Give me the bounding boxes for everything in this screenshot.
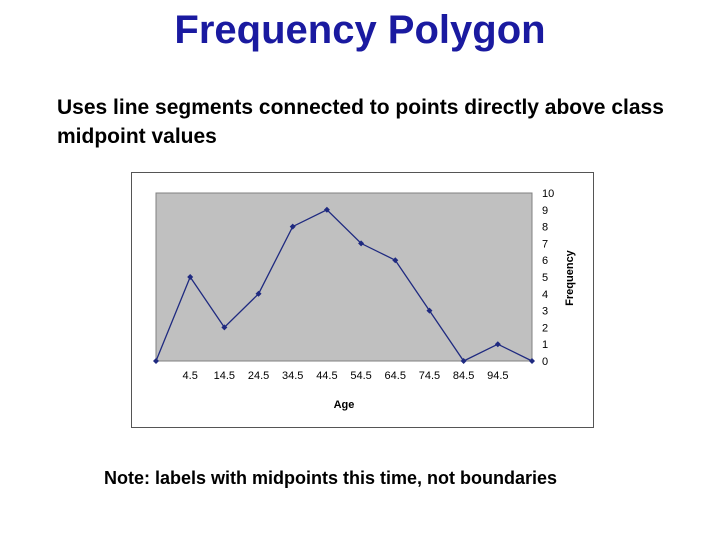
y-tick-label: 5 <box>542 272 548 284</box>
y-tick-label: 7 <box>542 238 548 250</box>
x-tick-label: 94.5 <box>487 370 508 382</box>
x-tick-label: 4.5 <box>183 370 198 382</box>
x-tick-label: 24.5 <box>248 370 269 382</box>
frequency-polygon-chart: 0 1 2 3 4 5 6 7 8 9 10 4.5 14.5 24.5 34.5 44.5 54.5 64.5… <box>153 188 576 411</box>
data-point <box>529 358 535 364</box>
y-tick-label: 10 <box>542 188 554 200</box>
series-line <box>155 209 533 362</box>
y-tick-label: 8 <box>542 222 548 234</box>
data-point <box>221 324 228 331</box>
y-tick-label: 0 <box>542 356 548 368</box>
data-point <box>289 223 296 230</box>
plot-area <box>155 192 533 362</box>
x-axis-label: Age <box>334 399 355 411</box>
y-axis-label: Frequency <box>564 249 576 306</box>
data-point <box>358 240 365 247</box>
x-tick-label: 84.5 <box>453 370 474 382</box>
x-tick-label: 74.5 <box>419 370 440 382</box>
x-tick-label: 64.5 <box>385 370 406 382</box>
y-tick-label: 1 <box>542 339 548 351</box>
y-tick-label: 3 <box>542 306 548 318</box>
note-text: Note: labels with midpoints this time, n… <box>104 468 558 488</box>
data-point <box>187 274 194 280</box>
y-tick-label: 9 <box>542 205 548 217</box>
x-tick-label: 14.5 <box>214 370 235 382</box>
data-point <box>460 358 467 364</box>
x-tick-label: 54.5 <box>350 370 371 382</box>
y-tick-label: 4 <box>542 289 548 301</box>
data-point <box>426 307 433 314</box>
chart-frame: 0 1 2 3 4 5 6 7 8 9 10 4.5 14.5 24.5 34.5 44.5 54.5 64.5… <box>131 172 594 428</box>
data-point <box>494 341 501 348</box>
slide-body-text: Uses line segments connected to points d… <box>57 96 664 148</box>
x-tick-label: 34.5 <box>282 370 303 382</box>
y-tick-label: 6 <box>542 255 548 267</box>
x-tick-label: 44.5 <box>316 370 337 382</box>
data-point <box>153 358 159 364</box>
data-point <box>255 290 262 297</box>
slide-title: Frequency Polygon <box>174 8 546 52</box>
data-point <box>323 206 330 213</box>
data-point <box>392 257 399 264</box>
y-tick-label: 2 <box>542 322 548 334</box>
